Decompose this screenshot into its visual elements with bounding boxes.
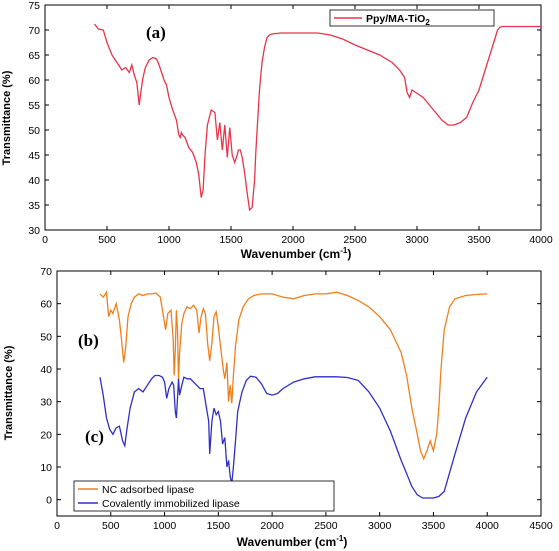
y-tick-label: 10 bbox=[40, 462, 52, 474]
chart-bc-x-axis: 0 500 1000 1500 2000 2500 3000 3500 4000 4500 bbox=[54, 271, 553, 532]
x-tick-label: 3000 bbox=[405, 234, 429, 246]
chart-bc-legend-box bbox=[73, 480, 335, 512]
x-tick-label: 4000 bbox=[476, 520, 500, 532]
x-tick-label: 1500 bbox=[207, 520, 231, 532]
chart-a-x-axis-label: Wavenumber (cm-1) bbox=[241, 246, 352, 261]
chart-a: 30 35 40 45 50 55 60 65 70 75 0 500 1000 1500 2000 250… bbox=[1, 0, 553, 261]
y-tick-label: 75 bbox=[28, 0, 40, 12]
chart-a-x-axis-label-sup: -1 bbox=[340, 246, 348, 255]
y-tick-label: 30 bbox=[28, 225, 40, 237]
chart-bc-legend: NC adsorbed lipase Covalently immobilize… bbox=[73, 480, 335, 512]
x-tick-label: 500 bbox=[102, 520, 120, 532]
chart-a-panel-label: (a) bbox=[146, 23, 166, 42]
chart-bc-x-axis-label: Wavenumber (cm-1) bbox=[237, 534, 348, 549]
chart-bc-legend-label-nc: NC adsorbed lipase bbox=[102, 484, 194, 496]
series-line-nc-adsorbed-lipase bbox=[99, 290, 488, 461]
chart-a-x-axis-label-main: Wavenumber (cm bbox=[241, 247, 341, 261]
chart-bc-x-axis-label-main: Wavenumber (cm bbox=[237, 535, 337, 549]
chart-bc-plot-frame bbox=[56, 270, 542, 517]
x-tick-label: 3500 bbox=[467, 234, 491, 246]
x-tick-label: 2000 bbox=[260, 520, 284, 532]
y-tick-label: 0 bbox=[46, 495, 52, 507]
chart-bc-x-axis-label-tail: ) bbox=[343, 535, 347, 549]
x-tick-label: 1000 bbox=[153, 520, 177, 532]
x-tick-label: 2000 bbox=[281, 234, 305, 246]
chart-bc-y-axis: 0 10 20 30 40 50 60 70 bbox=[40, 266, 541, 507]
chart-b-panel-label: (b) bbox=[78, 331, 99, 350]
x-tick-label: 2500 bbox=[314, 520, 338, 532]
chart-a-legend-label-sub: 2 bbox=[425, 18, 430, 27]
y-tick-label: 60 bbox=[28, 75, 40, 87]
chart-a-y-axis-label: Transmittance (%) bbox=[1, 70, 13, 165]
y-tick-label: 20 bbox=[40, 429, 52, 441]
chart-bc-x-axis-label-sup: -1 bbox=[336, 534, 344, 543]
x-tick-label: 2500 bbox=[343, 234, 367, 246]
y-tick-label: 70 bbox=[40, 266, 52, 278]
x-tick-label: 4500 bbox=[529, 520, 553, 532]
x-tick-label: 3500 bbox=[422, 520, 446, 532]
chart-a-x-axis: 0 500 1000 1500 2000 2500 3000 3500 4000 bbox=[42, 5, 553, 246]
y-tick-label: 60 bbox=[40, 299, 52, 311]
x-tick-label: 0 bbox=[42, 234, 48, 246]
y-tick-label: 40 bbox=[28, 175, 40, 187]
y-tick-label: 45 bbox=[28, 150, 40, 162]
chart-bc: 0 10 20 30 40 50 60 70 0 500 1000 1500 2000 2500 3000… bbox=[3, 266, 553, 549]
y-tick-label: 50 bbox=[40, 331, 52, 343]
y-tick-label: 40 bbox=[40, 364, 52, 376]
x-tick-label: 0 bbox=[54, 520, 60, 532]
chart-a-x-axis-label-tail: ) bbox=[347, 247, 351, 261]
x-tick-label: 500 bbox=[98, 234, 116, 246]
y-tick-label: 70 bbox=[28, 25, 40, 37]
chart-a-legend-box bbox=[329, 9, 495, 27]
x-tick-label: 1500 bbox=[219, 234, 243, 246]
chart-a-legend: Ppy/MA-TiO2 bbox=[329, 9, 495, 27]
y-tick-label: 35 bbox=[28, 200, 40, 212]
chart-bc-y-axis-label: Transmittance (%) bbox=[3, 345, 15, 440]
x-tick-label: 1000 bbox=[157, 234, 181, 246]
y-tick-label: 55 bbox=[28, 100, 40, 112]
series-line-ppy-ma-tio2 bbox=[94, 23, 541, 212]
chart-a-legend-label: Ppy/MA-TiO2 bbox=[366, 13, 430, 27]
x-tick-label: 4000 bbox=[529, 234, 553, 246]
x-tick-label: 3000 bbox=[368, 520, 392, 532]
chart-a-y-axis: 30 35 40 45 50 55 60 65 70 75 bbox=[28, 0, 541, 237]
y-tick-label: 50 bbox=[28, 125, 40, 137]
chart-c-panel-label: (c) bbox=[85, 427, 104, 446]
y-tick-label: 65 bbox=[28, 50, 40, 62]
y-tick-label: 30 bbox=[40, 397, 52, 409]
chart-a-legend-label-main: Ppy/MA-TiO bbox=[366, 13, 425, 25]
chart-bc-legend-label-covalent: Covalently immobilized lipase bbox=[102, 498, 240, 510]
series-line-covalently-immobilized-lipase bbox=[99, 374, 488, 499]
